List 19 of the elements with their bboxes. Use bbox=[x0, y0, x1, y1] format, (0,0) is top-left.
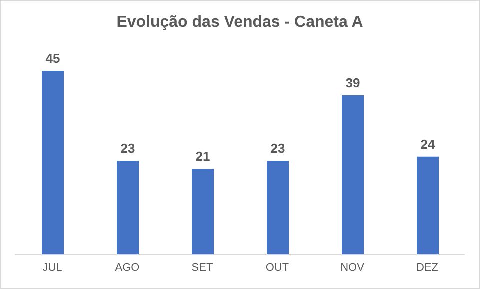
bar bbox=[117, 160, 139, 255]
data-label: 23 bbox=[270, 140, 286, 156]
data-label: 45 bbox=[46, 51, 60, 66]
x-tick-label: SET bbox=[192, 262, 214, 274]
x-tick-label: JUL bbox=[42, 262, 62, 274]
bar bbox=[417, 156, 439, 255]
x-tick-label: OUT bbox=[266, 262, 290, 274]
bar bbox=[267, 160, 289, 255]
x-tick-label: NOV bbox=[340, 262, 366, 274]
bar bbox=[192, 169, 214, 255]
chart-title: Evolução das Vendas - Caneta A bbox=[116, 14, 364, 32]
bar bbox=[342, 96, 364, 255]
data-label: 39 bbox=[346, 76, 360, 91]
data-label: 23 bbox=[120, 140, 136, 156]
data-label: 24 bbox=[420, 136, 436, 152]
data-label: 21 bbox=[196, 149, 210, 164]
x-tick-label: DEZ bbox=[416, 262, 439, 274]
x-tick-label: AGO bbox=[115, 262, 140, 274]
bar bbox=[42, 71, 64, 255]
